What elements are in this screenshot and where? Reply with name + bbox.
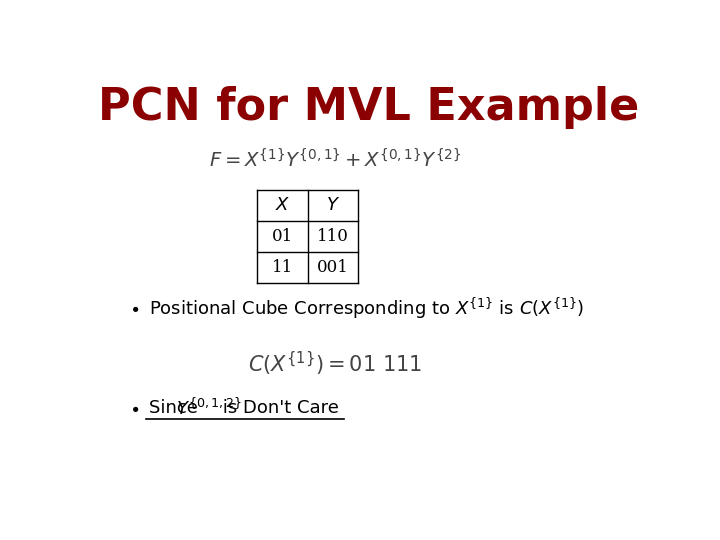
- Text: Positional Cube Corresponding to $X^{\{1\}}$ is $C(X^{\{1\}})$: Positional Cube Corresponding to $X^{\{1…: [148, 295, 584, 321]
- Text: $\mathit{Y}$: $\mathit{Y}$: [325, 196, 340, 214]
- Text: 01: 01: [272, 228, 293, 245]
- Text: $\bullet$: $\bullet$: [129, 299, 139, 317]
- Text: Since: Since: [148, 399, 203, 417]
- Text: PCN for MVL Example: PCN for MVL Example: [99, 85, 639, 129]
- Text: 110: 110: [317, 228, 348, 245]
- Text: $\bullet$: $\bullet$: [129, 399, 139, 417]
- Text: $Y^{\{0,1,2\}}$: $Y^{\{0,1,2\}}$: [176, 397, 242, 418]
- Text: 11: 11: [272, 259, 293, 276]
- Text: is Don't Care: is Don't Care: [217, 399, 339, 417]
- Text: 001: 001: [317, 259, 348, 276]
- Text: $C(X^{\{1\}}) = 01\ 111$: $C(X^{\{1\}}) = 01\ 111$: [248, 349, 423, 378]
- Text: $\mathit{X}$: $\mathit{X}$: [275, 196, 290, 214]
- Text: $F = X^{\{1\}}Y^{\{0,1\}} + X^{\{0,1\}}Y^{\{2\}}$: $F = X^{\{1\}}Y^{\{0,1\}} + X^{\{0,1\}}Y…: [210, 148, 462, 171]
